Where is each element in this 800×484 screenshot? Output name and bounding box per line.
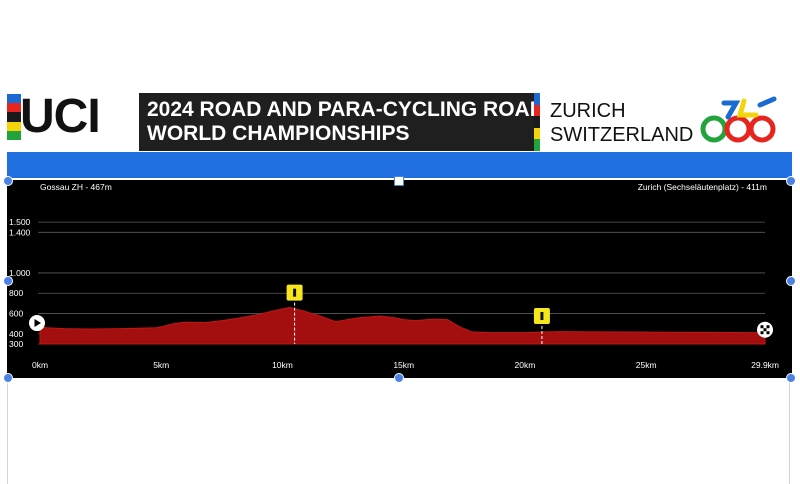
checker-square [763, 328, 767, 332]
resize-handle-middle-left[interactable] [3, 276, 13, 286]
elevation-profile-chart: 300 400 600 800 1.000 1.400 1.500 0km 5km 10km 15k… [7, 180, 792, 378]
resize-handle-bottom-right[interactable] [786, 373, 796, 383]
end-location-label: Zurich (Sechseläutenplatz) - 411m [638, 182, 767, 192]
resize-handle-bottom-left[interactable] [3, 373, 13, 383]
x-tick-label: 15km [393, 360, 414, 370]
y-tick-label: 400 [9, 329, 23, 339]
y-tick-label: 1.500 [9, 217, 31, 227]
checker-square [766, 325, 770, 329]
marker-glyph-icon [540, 312, 544, 321]
resize-handle-top-left[interactable] [3, 176, 13, 186]
resize-handle-top-center[interactable] [394, 176, 404, 186]
y-tick-label: 300 [9, 339, 23, 349]
x-tick-label: 5km [153, 360, 169, 370]
checker-square [760, 325, 764, 329]
event-title-line2: WORLD CHAMPIONSHIPS [147, 122, 410, 145]
checker-square [766, 331, 770, 335]
blue-band [7, 152, 792, 178]
start-location-label: Gossau ZH - 467m [40, 182, 112, 192]
x-tick-label: 29.9km [751, 360, 779, 370]
x-tick-label: 25km [636, 360, 657, 370]
x-tick-label: 10km [272, 360, 293, 370]
y-tick-label: 600 [9, 309, 23, 319]
checker-square [760, 331, 764, 335]
zurich-2024-logo-icon [700, 96, 777, 143]
y-tick-label: 1.000 [9, 268, 31, 278]
title-rainbow-stripe [534, 93, 540, 151]
x-tick-label: 20km [515, 360, 536, 370]
y-tick-label: 1.400 [9, 227, 31, 237]
play-arrow-icon [34, 319, 41, 328]
location-city: ZURICH [550, 100, 626, 122]
marker-glyph-icon [293, 288, 297, 297]
event-title-line1: 2024 ROAD AND PARA-CYCLING ROAD [147, 98, 545, 121]
location-country: SWITZERLAND [550, 124, 694, 146]
resize-handle-top-right[interactable] [786, 176, 796, 186]
y-tick-label: 800 [9, 288, 23, 298]
x-tick-label: 0km [32, 360, 48, 370]
uci-rainbow-stripes [7, 94, 21, 140]
elevation-area [39, 306, 766, 345]
resize-handle-bottom-center[interactable] [394, 373, 404, 383]
event-title-box: 2024 ROAD AND PARA-CYCLING ROAD WORLD CH… [139, 93, 545, 151]
uci-logo-text: UCI [20, 90, 101, 143]
resize-handle-middle-right[interactable] [786, 276, 796, 286]
